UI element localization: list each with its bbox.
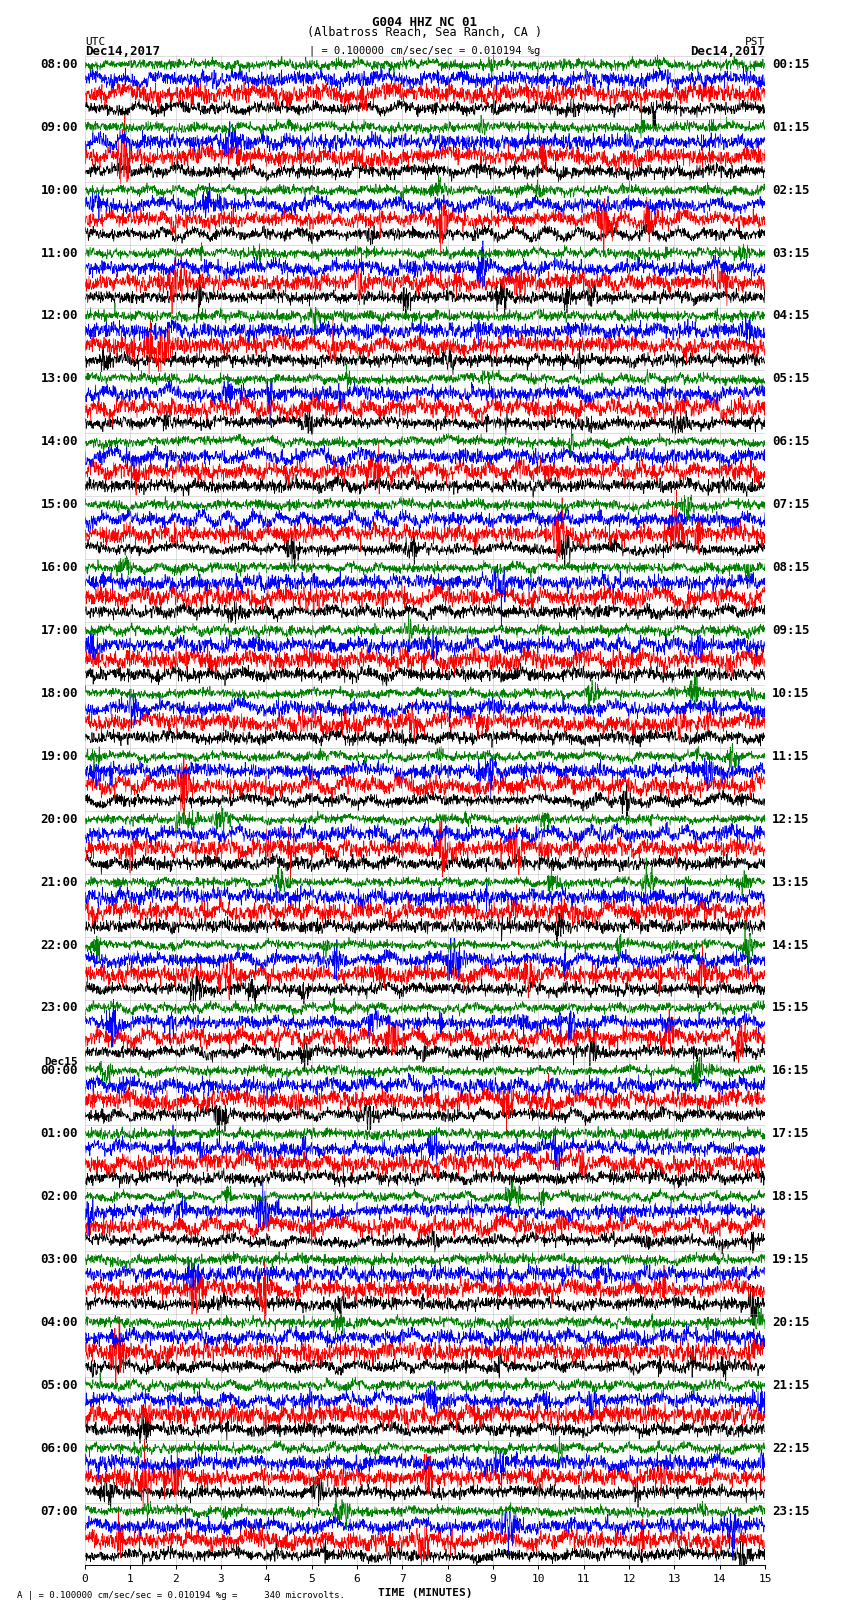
- Text: 05:15: 05:15: [772, 373, 809, 386]
- Text: 16:00: 16:00: [41, 561, 78, 574]
- Text: 09:00: 09:00: [41, 121, 78, 134]
- Text: 09:15: 09:15: [772, 624, 809, 637]
- Text: Dec14,2017: Dec14,2017: [690, 45, 765, 58]
- Text: 23:15: 23:15: [772, 1505, 809, 1518]
- Text: 07:00: 07:00: [41, 1505, 78, 1518]
- Text: 13:00: 13:00: [41, 373, 78, 386]
- Text: 04:00: 04:00: [41, 1316, 78, 1329]
- Text: 22:15: 22:15: [772, 1442, 809, 1455]
- Text: 15:15: 15:15: [772, 1002, 809, 1015]
- Text: 17:15: 17:15: [772, 1127, 809, 1140]
- Text: 06:00: 06:00: [41, 1442, 78, 1455]
- Text: (Albatross Reach, Sea Ranch, CA ): (Albatross Reach, Sea Ranch, CA ): [308, 26, 542, 39]
- Text: | = 0.100000 cm/sec/sec = 0.010194 %g: | = 0.100000 cm/sec/sec = 0.010194 %g: [309, 45, 541, 56]
- Text: 08:15: 08:15: [772, 561, 809, 574]
- Text: 01:00: 01:00: [41, 1127, 78, 1140]
- Text: 16:15: 16:15: [772, 1065, 809, 1077]
- Text: 12:15: 12:15: [772, 813, 809, 826]
- Text: UTC: UTC: [85, 37, 105, 47]
- Text: 21:15: 21:15: [772, 1379, 809, 1392]
- Text: 11:15: 11:15: [772, 750, 809, 763]
- Text: 00:00: 00:00: [41, 1065, 78, 1077]
- Text: 19:15: 19:15: [772, 1253, 809, 1266]
- Text: 13:15: 13:15: [772, 876, 809, 889]
- Text: 03:15: 03:15: [772, 247, 809, 260]
- Text: A | = 0.100000 cm/sec/sec = 0.010194 %g =     340 microvolts.: A | = 0.100000 cm/sec/sec = 0.010194 %g …: [17, 1590, 345, 1600]
- Text: Dec14,2017: Dec14,2017: [85, 45, 160, 58]
- Text: 22:00: 22:00: [41, 939, 78, 952]
- Text: 20:15: 20:15: [772, 1316, 809, 1329]
- Text: 14:00: 14:00: [41, 436, 78, 448]
- Text: 21:00: 21:00: [41, 876, 78, 889]
- X-axis label: TIME (MINUTES): TIME (MINUTES): [377, 1587, 473, 1598]
- Text: 07:15: 07:15: [772, 498, 809, 511]
- Text: Dec15: Dec15: [44, 1057, 78, 1068]
- Text: 18:15: 18:15: [772, 1190, 809, 1203]
- Text: 00:15: 00:15: [772, 58, 809, 71]
- Text: 19:00: 19:00: [41, 750, 78, 763]
- Text: PST: PST: [745, 37, 765, 47]
- Text: 08:00: 08:00: [41, 58, 78, 71]
- Text: 14:15: 14:15: [772, 939, 809, 952]
- Text: 11:00: 11:00: [41, 247, 78, 260]
- Text: 12:00: 12:00: [41, 310, 78, 323]
- Text: 15:00: 15:00: [41, 498, 78, 511]
- Text: 20:00: 20:00: [41, 813, 78, 826]
- Text: 17:00: 17:00: [41, 624, 78, 637]
- Text: 03:00: 03:00: [41, 1253, 78, 1266]
- Text: 10:15: 10:15: [772, 687, 809, 700]
- Text: 06:15: 06:15: [772, 436, 809, 448]
- Text: 05:00: 05:00: [41, 1379, 78, 1392]
- Text: G004 HHZ NC 01: G004 HHZ NC 01: [372, 16, 478, 29]
- Text: 01:15: 01:15: [772, 121, 809, 134]
- Text: 23:00: 23:00: [41, 1002, 78, 1015]
- Text: 10:00: 10:00: [41, 184, 78, 197]
- Text: 04:15: 04:15: [772, 310, 809, 323]
- Text: 02:00: 02:00: [41, 1190, 78, 1203]
- Text: 02:15: 02:15: [772, 184, 809, 197]
- Text: 18:00: 18:00: [41, 687, 78, 700]
